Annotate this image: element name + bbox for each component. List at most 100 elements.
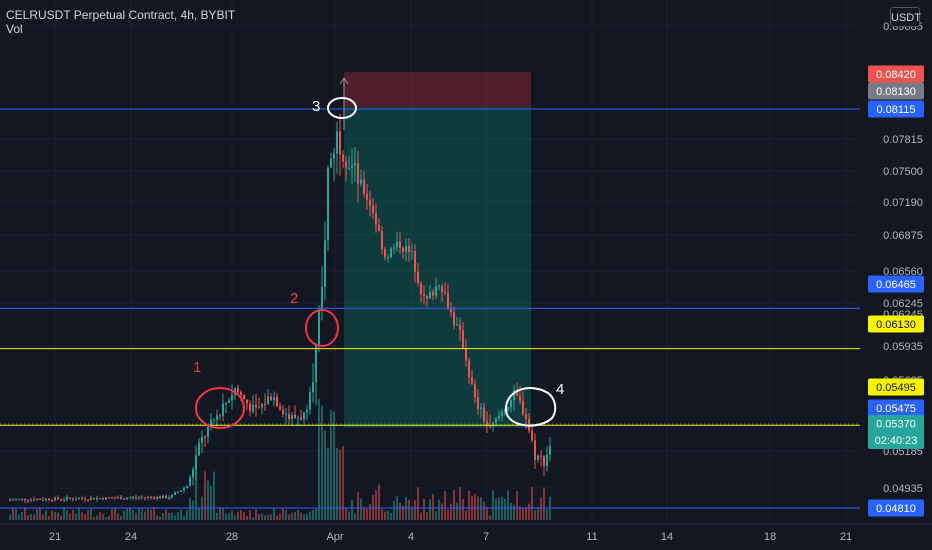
candle-body — [165, 495, 167, 499]
candle-body — [405, 246, 407, 252]
candle-body — [534, 440, 536, 460]
candle-body — [240, 392, 242, 395]
candle-body — [273, 397, 275, 401]
candle-body — [519, 395, 521, 401]
volume-bar — [444, 491, 446, 520]
candle-body — [480, 407, 482, 410]
candle-body — [99, 498, 101, 500]
time-tick-label: 28 — [226, 531, 238, 543]
volume-legend[interactable]: Vol — [6, 22, 23, 36]
volume-bar — [210, 485, 212, 520]
candle-body — [9, 499, 11, 501]
bar-countdown: 02:40:23 — [875, 435, 918, 447]
volume-bar — [12, 508, 14, 520]
candle-body — [195, 455, 197, 470]
volume-bar — [234, 515, 236, 520]
annotation-label-1: 1 — [193, 359, 201, 376]
candle-body — [297, 417, 299, 419]
candle-body — [435, 286, 437, 296]
volume-bar — [252, 516, 254, 520]
candle-body — [414, 251, 416, 272]
price-tag-value: 0.06465 — [876, 279, 916, 291]
volume-bar — [408, 499, 410, 520]
volume-bar — [522, 508, 524, 520]
time-tick-label: Apr — [326, 531, 343, 543]
volume-bar — [441, 503, 443, 520]
volume-bar — [225, 513, 227, 520]
candle-body — [39, 498, 41, 500]
candle-body — [378, 224, 380, 232]
candle-body — [225, 402, 227, 404]
volume-bar — [282, 508, 284, 520]
candle-body — [12, 499, 14, 501]
volume-bar — [531, 487, 533, 520]
volume-bar — [81, 512, 83, 520]
candle-body — [270, 396, 272, 401]
candle-body — [138, 497, 140, 499]
candle-body — [51, 500, 53, 502]
volume-bar — [381, 509, 383, 520]
candle-body — [294, 414, 296, 418]
price-tag-value: 0.06130 — [876, 319, 916, 331]
currency-scale-button[interactable]: USDT — [890, 7, 921, 27]
volume-bar — [69, 513, 71, 520]
volume-bar — [228, 513, 230, 520]
time-tick-label: 4 — [408, 531, 414, 543]
volume-bar — [54, 512, 56, 520]
price-tick-label: 0.07500 — [883, 166, 923, 178]
volume-bar — [297, 510, 299, 520]
volume-bar — [516, 491, 518, 520]
volume-bar — [165, 509, 167, 520]
candle-body — [117, 497, 119, 499]
volume-bar — [357, 491, 359, 520]
time-axis[interactable]: 21 24 28 Apr 4 7 11 14 18 21 — [0, 523, 932, 550]
candle-body — [474, 383, 476, 397]
candle-body — [450, 309, 452, 313]
volume-bar — [504, 498, 506, 520]
volume-bar — [75, 513, 77, 520]
symbol-title[interactable]: CELRUSDT Perpetual Contract, 4h, BYBIT — [6, 8, 236, 22]
volume-bar — [222, 508, 224, 520]
candle-body — [408, 246, 410, 252]
candle-body — [78, 498, 80, 500]
candle-body — [24, 498, 26, 501]
candle-body — [222, 403, 224, 417]
candle-body — [411, 251, 413, 253]
volume-bar — [159, 516, 161, 520]
candle-body — [48, 498, 50, 501]
candle-body — [153, 497, 155, 499]
volume-bar — [453, 489, 455, 520]
price-tag — [868, 499, 924, 517]
candle-body — [462, 330, 464, 349]
candle-body — [123, 498, 125, 500]
volume-bar — [366, 509, 368, 520]
volume-bar — [327, 447, 329, 520]
volume-bar — [372, 494, 374, 520]
volume-bar — [414, 500, 416, 520]
candle-body — [180, 490, 182, 492]
candle-body — [468, 360, 470, 378]
volume-bar — [114, 507, 116, 520]
candle-body — [390, 248, 392, 258]
volume-bar — [123, 510, 125, 520]
volume-bar — [351, 499, 353, 520]
candle-body — [102, 498, 104, 500]
volume-bar — [315, 509, 317, 520]
candle-body — [354, 163, 356, 166]
candle-body — [324, 240, 326, 287]
candle-body — [183, 487, 185, 491]
time-tick-label: 7 — [483, 531, 489, 543]
candle-body — [36, 498, 38, 501]
volume-bar — [312, 509, 314, 520]
candle-body — [252, 404, 254, 412]
volume-bar — [480, 497, 482, 520]
volume-bar — [57, 512, 59, 520]
volume-bar — [546, 509, 548, 520]
volume-bar — [543, 487, 545, 520]
annotation-label-3: 3 — [312, 98, 320, 115]
candle-body — [318, 310, 320, 346]
price-tag-value: 0.05370 — [876, 419, 916, 431]
candle-body — [513, 389, 515, 401]
candle-body — [156, 496, 158, 499]
